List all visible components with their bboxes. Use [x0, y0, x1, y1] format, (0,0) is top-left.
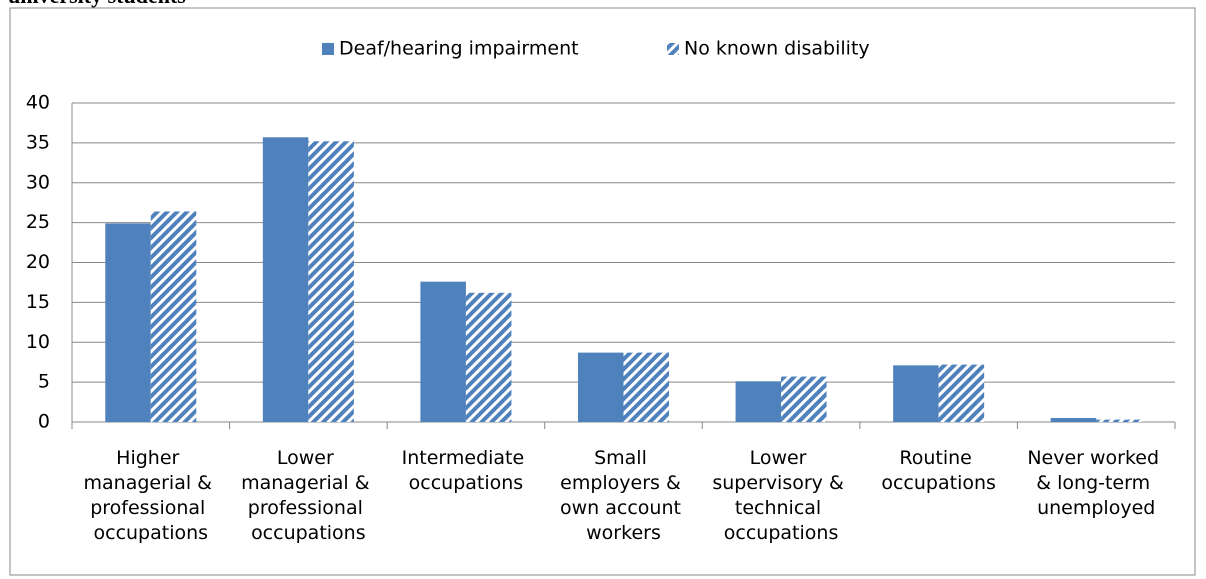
x-tick-label-line: Small: [594, 447, 653, 469]
x-tick-label-line: technical: [735, 497, 827, 519]
x-tick-label-line: Lower: [277, 447, 340, 469]
x-tick-label-line: occupations: [94, 522, 209, 544]
y-tick-label: 5: [38, 371, 50, 393]
legend-label: No known disability: [684, 38, 870, 60]
chart-title: university students: [8, 0, 186, 8]
x-tick-label-line: Routine: [899, 447, 978, 469]
x-tick-label-line: occupations: [409, 472, 524, 494]
legend-swatch: [667, 43, 679, 55]
x-tick-label: Higher managerial & professional occupat…: [84, 447, 219, 544]
bar: [938, 364, 985, 422]
x-tick-label-line: managerial &: [84, 472, 219, 494]
x-tick-label-line: professional: [90, 497, 211, 519]
x-tick-label-line: Lower: [750, 447, 813, 469]
y-tick-label: 10: [26, 331, 50, 353]
x-tick-label: Routine occupations: [881, 447, 996, 494]
x-tick-label: Intermediate occupations: [402, 447, 531, 494]
y-tick-label: 0: [38, 411, 50, 433]
x-tick-label: Lower managerial & professional occupati…: [241, 447, 376, 544]
x-tick-label-line: own account: [560, 497, 687, 519]
x-tick-label: Never worked & long-term unemployed: [1027, 447, 1165, 519]
y-tick-label: 35: [26, 131, 50, 153]
bar: [893, 365, 939, 422]
chart-border: [9, 7, 1196, 576]
bar: [1050, 418, 1097, 422]
bar: [623, 352, 669, 422]
bar: [735, 381, 782, 422]
x-tick-label-line: professional: [248, 497, 369, 519]
y-tick-label: 30: [26, 171, 50, 193]
x-tick-label-line: Higher: [116, 447, 185, 469]
x-tick-label-line: supervisory &: [712, 472, 850, 494]
x-tick-label-line: Never worked: [1027, 447, 1165, 469]
x-tick-label-line: & long-term: [1036, 472, 1156, 494]
x-tick-label-line: occupations: [881, 472, 996, 494]
y-tick-label: 15: [26, 291, 50, 313]
bar: [150, 211, 197, 422]
x-tick-label: Lower supervisory & technical occupation…: [712, 447, 850, 544]
bar: [1096, 419, 1142, 422]
x-tick-label-line: occupations: [724, 522, 839, 544]
x-tick-label-line: Intermediate: [402, 447, 531, 469]
bar: [578, 352, 624, 422]
x-tick-label-line: employers &: [560, 472, 687, 494]
y-tick-label: 20: [26, 251, 50, 273]
x-tick-label-line: managerial &: [241, 472, 376, 494]
x-tick-label-line: occupations: [251, 522, 366, 544]
bar: [465, 292, 512, 422]
bar: [420, 281, 466, 422]
x-tick-label-line: unemployed: [1037, 497, 1155, 519]
bar: [105, 223, 151, 422]
bar: [308, 141, 354, 422]
y-tick-label: 25: [26, 211, 50, 233]
bar: [781, 376, 827, 422]
legend-label: Deaf/hearing impairment: [339, 38, 579, 60]
x-tick-label: Small employers & own account workers: [560, 447, 687, 544]
bar: [262, 137, 309, 423]
legend-swatch: [322, 43, 334, 55]
y-tick-label: 40: [26, 92, 50, 114]
x-tick-label-line: workers: [586, 522, 661, 544]
